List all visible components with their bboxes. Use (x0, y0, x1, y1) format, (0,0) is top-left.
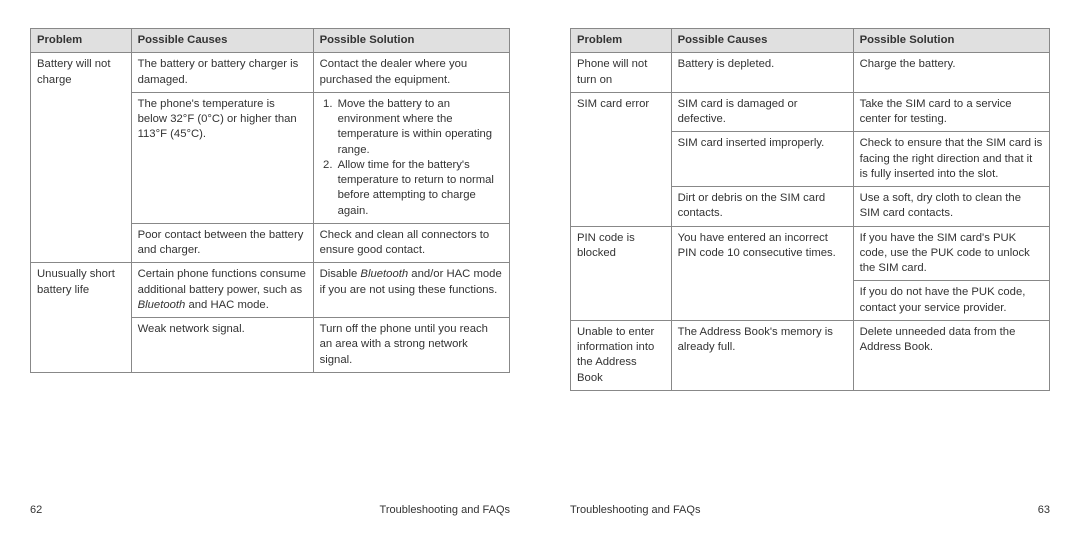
page-right: Problem Possible Causes Possible Solutio… (540, 0, 1080, 540)
section-title: Troubleshooting and FAQs (380, 503, 510, 518)
cell-cause: Weak network signal. (131, 318, 313, 373)
header-causes: Possible Causes (671, 29, 853, 53)
cell-cause: Certain phone functions consume addition… (131, 263, 313, 318)
troubleshooting-table-right: Problem Possible Causes Possible Solutio… (570, 28, 1050, 391)
cell-solution: Check to ensure that the SIM card is fac… (853, 132, 1049, 187)
cell-cause: The phone's temperature is below 32°F (0… (131, 92, 313, 223)
header-causes: Possible Causes (131, 29, 313, 53)
table-row: Phone will not turn on Battery is deplet… (571, 53, 1050, 93)
cell-solution: If you do not have the PUK code, contact… (853, 281, 1049, 321)
cell-solution: Move the battery to an environment where… (313, 92, 509, 223)
page-footer: Troubleshooting and FAQs 63 (570, 493, 1050, 518)
header-solution: Possible Solution (313, 29, 509, 53)
cell-problem: Battery will not charge (31, 53, 132, 263)
header-problem: Problem (571, 29, 672, 53)
cell-solution: Turn off the phone until you reach an ar… (313, 318, 509, 373)
cell-cause: Battery is depleted. (671, 53, 853, 93)
cell-solution: Delete unneeded data from the Address Bo… (853, 320, 1049, 390)
header-solution: Possible Solution (853, 29, 1049, 53)
page-number: 63 (1038, 503, 1050, 518)
cell-cause: SIM card is damaged or defective. (671, 92, 853, 132)
cell-cause: SIM card inserted improperly. (671, 132, 853, 187)
section-title: Troubleshooting and FAQs (570, 503, 700, 518)
cell-solution: Contact the dealer where you purchased t… (313, 53, 509, 93)
cell-problem: Unable to enter information into the Add… (571, 320, 672, 390)
cell-problem: Phone will not turn on (571, 53, 672, 93)
cell-solution: Charge the battery. (853, 53, 1049, 93)
cell-solution: If you have the SIM card's PUK code, use… (853, 226, 1049, 281)
table-row: Unusually short battery life Certain pho… (31, 263, 510, 318)
cell-problem: PIN code is blocked (571, 226, 672, 320)
cell-solution: Check and clean all connectors to ensure… (313, 223, 509, 263)
cell-solution: Take the SIM card to a service center fo… (853, 92, 1049, 132)
header-problem: Problem (31, 29, 132, 53)
solution-step: Allow time for the battery's temperature… (336, 158, 503, 219)
cell-problem: SIM card error (571, 92, 672, 226)
solution-step: Move the battery to an environment where… (336, 97, 503, 158)
cell-cause: You have entered an incorrect PIN code 1… (671, 226, 853, 320)
cell-cause: Dirt or debris on the SIM card contacts. (671, 187, 853, 227)
page-left: Problem Possible Causes Possible Solutio… (0, 0, 540, 540)
troubleshooting-table-left: Problem Possible Causes Possible Solutio… (30, 28, 510, 373)
page-number: 62 (30, 503, 42, 518)
table-row: Battery will not charge The battery or b… (31, 53, 510, 93)
cell-solution: Use a soft, dry cloth to clean the SIM c… (853, 187, 1049, 227)
page-footer: 62 Troubleshooting and FAQs (30, 493, 510, 518)
cell-cause: Poor contact between the battery and cha… (131, 223, 313, 263)
table-row: PIN code is blocked You have entered an … (571, 226, 1050, 281)
cell-problem: Unusually short battery life (31, 263, 132, 373)
cell-cause: The Address Book's memory is already ful… (671, 320, 853, 390)
cell-solution: Disable Bluetooth and/or HAC mode if you… (313, 263, 509, 318)
table-row: Unable to enter information into the Add… (571, 320, 1050, 390)
table-row: SIM card error SIM card is damaged or de… (571, 92, 1050, 132)
cell-cause: The battery or battery charger is damage… (131, 53, 313, 93)
